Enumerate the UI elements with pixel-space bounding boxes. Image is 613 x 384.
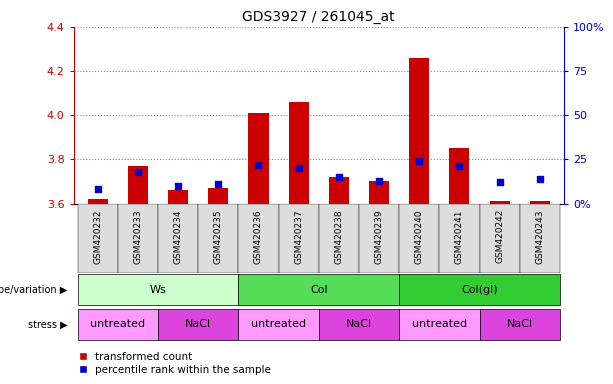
- Text: NaCl: NaCl: [185, 319, 211, 329]
- Bar: [399, 274, 560, 306]
- Text: GSM420237: GSM420237: [294, 209, 303, 264]
- Bar: [248, 113, 268, 204]
- Point: [495, 179, 504, 185]
- Point: [414, 158, 424, 164]
- Text: genotype/variation ▶: genotype/variation ▶: [0, 285, 67, 295]
- Text: GSM420243: GSM420243: [535, 209, 544, 263]
- Bar: [118, 204, 158, 273]
- Bar: [88, 199, 108, 204]
- Bar: [329, 177, 349, 204]
- Bar: [168, 190, 188, 204]
- Bar: [238, 309, 319, 340]
- Bar: [278, 204, 319, 273]
- Text: NaCl: NaCl: [346, 319, 372, 329]
- Point: [535, 176, 545, 182]
- Text: GSM420241: GSM420241: [455, 209, 464, 263]
- Bar: [319, 204, 359, 273]
- Text: NaCl: NaCl: [507, 319, 533, 329]
- Text: GSM420239: GSM420239: [375, 209, 384, 264]
- Point: [334, 174, 344, 180]
- Point: [93, 186, 102, 192]
- Text: stress ▶: stress ▶: [28, 319, 67, 329]
- Bar: [238, 274, 399, 306]
- Text: GSM420233: GSM420233: [134, 209, 142, 264]
- Bar: [479, 204, 520, 273]
- Text: GSM420236: GSM420236: [254, 209, 263, 264]
- Bar: [440, 204, 479, 273]
- Legend: transformed count, percentile rank within the sample: transformed count, percentile rank withi…: [78, 352, 272, 375]
- Point: [254, 162, 264, 168]
- Bar: [399, 204, 440, 273]
- Point: [133, 169, 143, 175]
- Text: untreated: untreated: [412, 319, 467, 329]
- Text: untreated: untreated: [251, 319, 306, 329]
- Text: GSM420240: GSM420240: [415, 209, 424, 263]
- Text: GSM420235: GSM420235: [214, 209, 223, 264]
- Text: Ws: Ws: [150, 285, 166, 295]
- Point: [294, 165, 303, 171]
- Text: untreated: untreated: [90, 319, 145, 329]
- Text: GSM420234: GSM420234: [173, 209, 183, 263]
- Bar: [359, 204, 399, 273]
- Bar: [208, 188, 228, 204]
- Text: GSM420238: GSM420238: [334, 209, 343, 264]
- Text: Col(gl): Col(gl): [461, 285, 498, 295]
- Bar: [479, 309, 560, 340]
- Text: Col: Col: [310, 285, 327, 295]
- Bar: [369, 181, 389, 204]
- Bar: [78, 204, 118, 273]
- Point: [374, 177, 384, 184]
- Bar: [490, 201, 509, 204]
- Point: [213, 181, 223, 187]
- Bar: [409, 58, 429, 204]
- Bar: [158, 204, 198, 273]
- Title: GDS3927 / 261045_at: GDS3927 / 261045_at: [243, 10, 395, 25]
- Bar: [198, 204, 238, 273]
- Point: [173, 183, 183, 189]
- Bar: [319, 309, 399, 340]
- Bar: [158, 309, 238, 340]
- Bar: [530, 201, 550, 204]
- Bar: [78, 274, 238, 306]
- Bar: [520, 204, 560, 273]
- Bar: [289, 102, 309, 204]
- Text: GSM420242: GSM420242: [495, 209, 504, 263]
- Bar: [399, 309, 479, 340]
- Bar: [128, 166, 148, 204]
- Bar: [238, 204, 278, 273]
- Point: [455, 163, 465, 169]
- Bar: [78, 309, 158, 340]
- Text: GSM420232: GSM420232: [93, 209, 102, 263]
- Bar: [449, 148, 470, 204]
